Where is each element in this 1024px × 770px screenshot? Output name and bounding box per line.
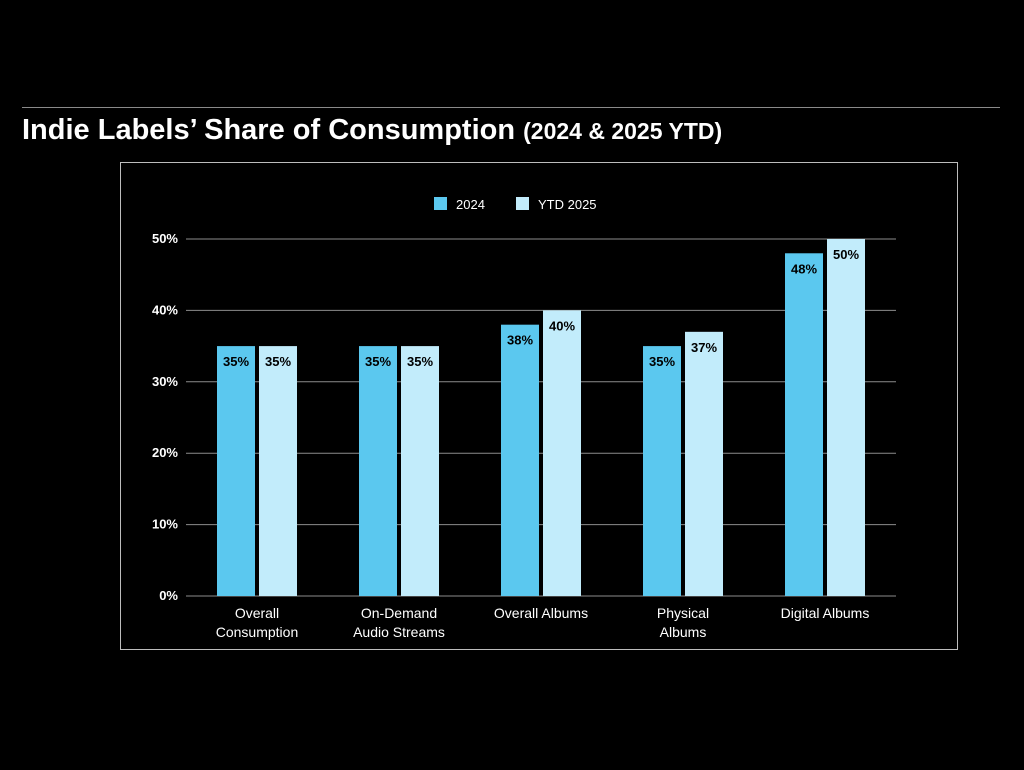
data-label: 35% (649, 354, 675, 369)
data-label: 35% (407, 354, 433, 369)
bar (643, 346, 681, 596)
y-tick-label: 20% (152, 445, 178, 460)
data-label: 35% (365, 354, 391, 369)
data-label: 35% (223, 354, 249, 369)
data-label: 37% (691, 340, 717, 355)
bar (543, 310, 581, 596)
legend-label: 2024 (456, 197, 485, 212)
data-label: 48% (791, 261, 817, 276)
data-label: 50% (833, 247, 859, 262)
x-tick-label: Consumption (216, 624, 299, 640)
chart-frame (120, 162, 958, 650)
page-title: Indie Labels’ Share of Consumption (2024… (22, 114, 722, 147)
bar (785, 253, 823, 596)
data-label: 38% (507, 333, 533, 348)
legend-label: YTD 2025 (538, 197, 597, 212)
y-tick-label: 40% (152, 302, 178, 317)
x-tick-label: Albums (660, 624, 707, 640)
data-label: 40% (549, 318, 575, 333)
bar (259, 346, 297, 596)
title-main: Indie Labels’ Share of Consumption (22, 114, 516, 146)
legend-swatch (434, 197, 447, 210)
y-tick-label: 10% (152, 517, 178, 532)
bar (217, 346, 255, 596)
top-divider (22, 107, 1000, 108)
x-tick-label: Physical (657, 605, 709, 621)
title-subtitle: (2024 & 2025 YTD) (523, 118, 723, 144)
data-label: 35% (265, 354, 291, 369)
x-tick-label: Digital Albums (781, 605, 870, 621)
bar (501, 324, 539, 596)
bar (401, 346, 439, 596)
bar (359, 346, 397, 596)
x-tick-label: Overall Albums (494, 605, 588, 621)
bar (827, 239, 865, 596)
x-tick-label: Audio Streams (353, 624, 445, 640)
y-tick-label: 30% (152, 374, 178, 389)
bar (685, 331, 723, 596)
x-tick-label: On-Demand (361, 605, 437, 621)
x-tick-label: Overall (235, 605, 279, 621)
y-tick-label: 0% (159, 588, 178, 603)
legend-swatch (516, 197, 529, 210)
y-tick-label: 50% (152, 231, 178, 246)
